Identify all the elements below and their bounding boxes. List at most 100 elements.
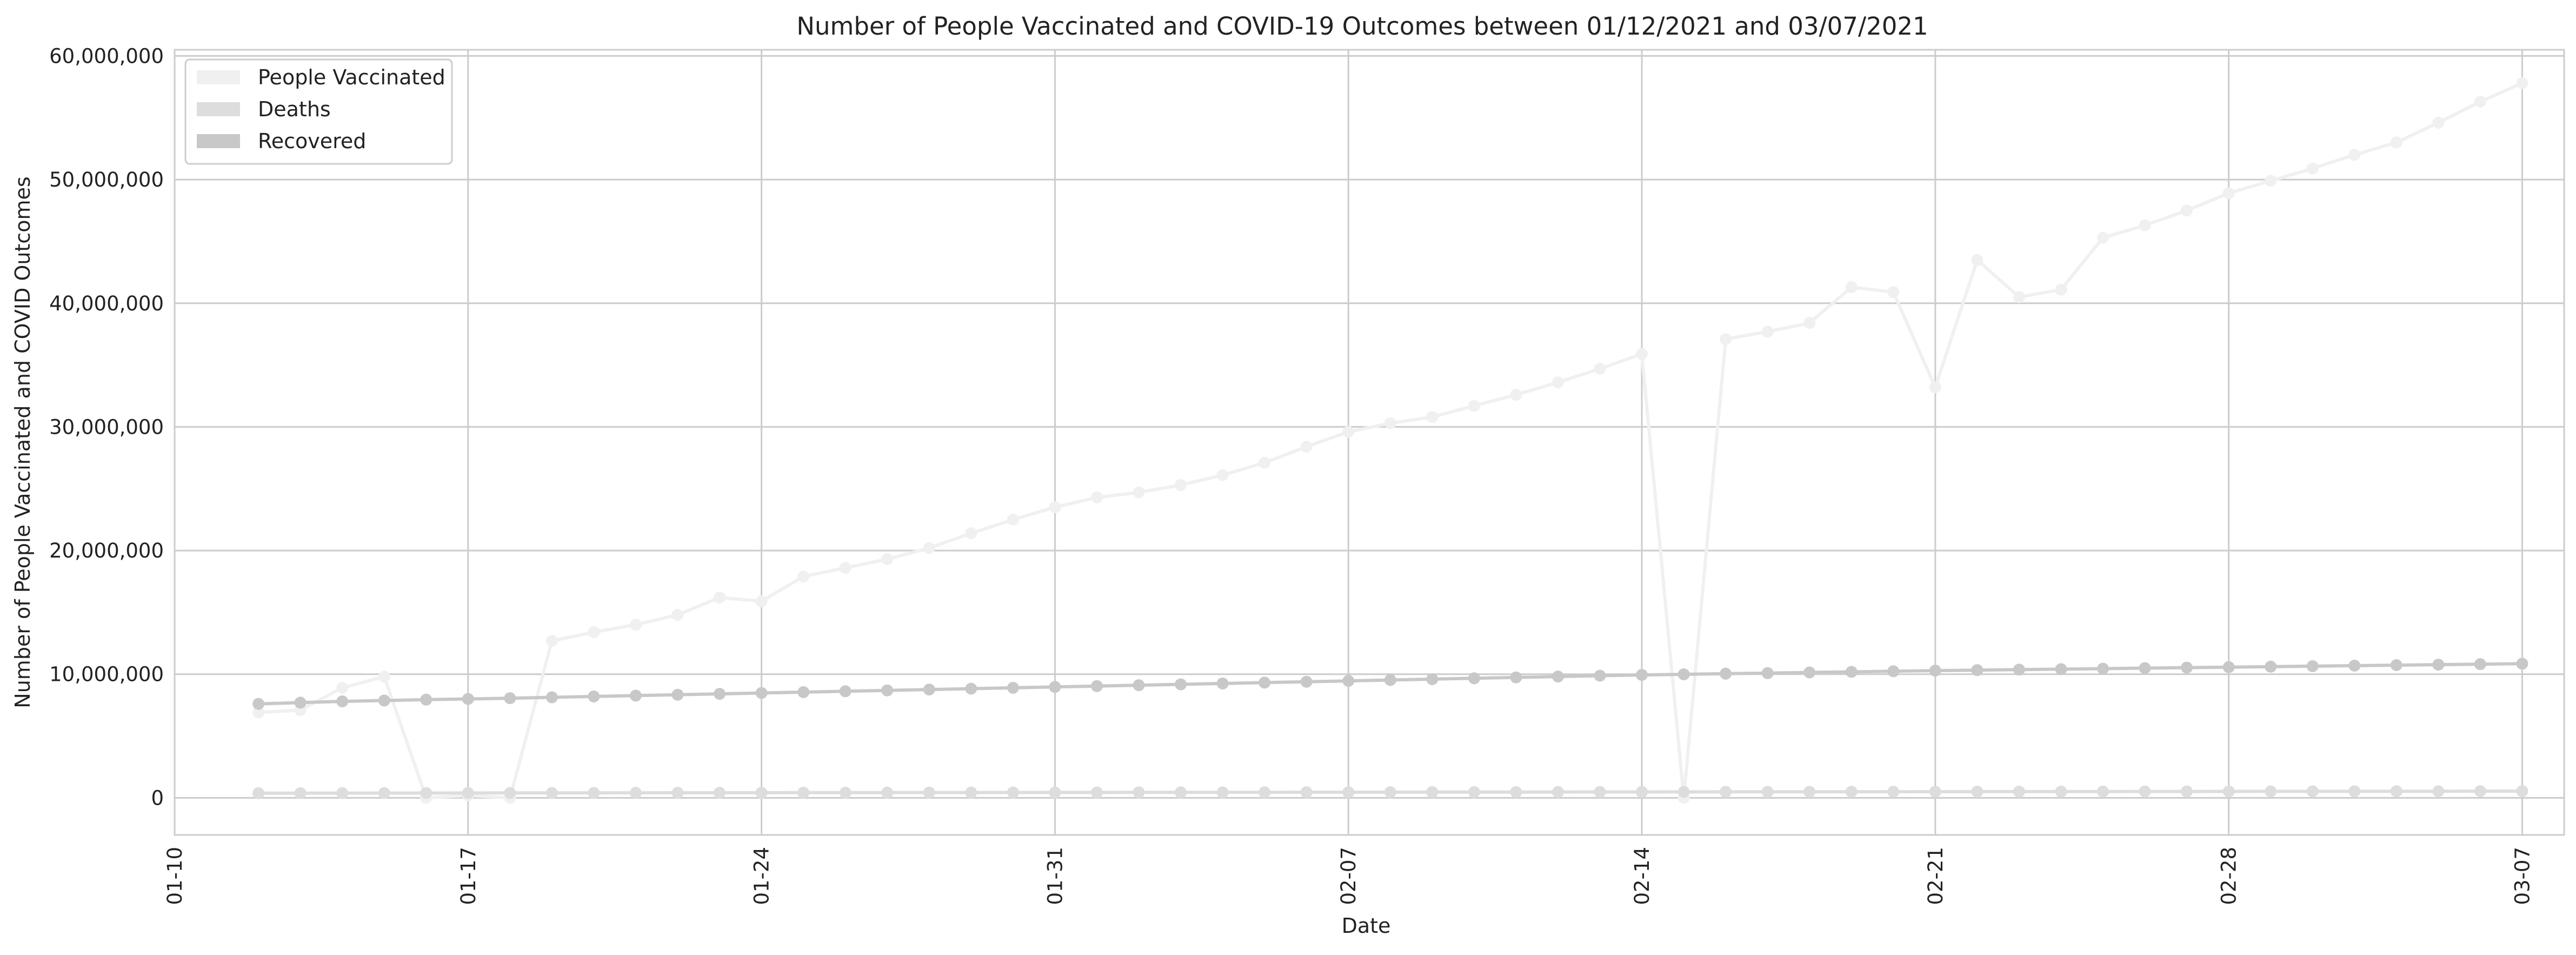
data-point-people-vaccinated [1929, 381, 1941, 394]
legend-label-people-vaccinated: People Vaccinated [258, 65, 445, 89]
data-point-people-vaccinated [1971, 254, 1983, 266]
y-tick-label: 60,000,000 [49, 44, 164, 68]
legend-swatch-recovered [197, 134, 240, 148]
data-point-recovered [1133, 679, 1145, 692]
data-point-deaths [336, 787, 349, 799]
data-point-recovered [1468, 672, 1480, 685]
data-point-people-vaccinated [1342, 426, 1355, 438]
data-point-people-vaccinated [2013, 291, 2025, 303]
data-point-deaths [252, 787, 265, 799]
data-point-people-vaccinated [1761, 326, 1774, 338]
legend-swatch-deaths [197, 102, 240, 116]
data-point-recovered [1510, 671, 1522, 684]
data-point-recovered [1552, 671, 1564, 683]
data-point-deaths [1175, 786, 1187, 799]
data-point-recovered [1259, 677, 1271, 689]
legend-label-deaths: Deaths [258, 97, 331, 121]
data-point-deaths [797, 786, 810, 799]
data-point-recovered [2306, 660, 2319, 672]
data-point-people-vaccinated [671, 609, 684, 621]
grid-lines [174, 50, 2564, 835]
x-tick-label: 02-21 [1924, 847, 1947, 905]
data-point-deaths [714, 787, 726, 799]
data-point-people-vaccinated [2348, 149, 2361, 161]
data-point-recovered [588, 690, 600, 702]
data-point-people-vaccinated [588, 626, 600, 638]
data-point-people-vaccinated [2474, 96, 2486, 108]
data-point-people-vaccinated [923, 542, 935, 554]
data-point-deaths [1929, 786, 1941, 798]
data-point-deaths [2516, 785, 2528, 797]
data-point-people-vaccinated [1552, 376, 1564, 389]
data-point-recovered [252, 698, 265, 710]
data-point-people-vaccinated [1720, 333, 1732, 346]
data-point-recovered [1678, 668, 1690, 680]
legend-swatch-people-vaccinated [197, 70, 240, 84]
data-point-people-vaccinated [1259, 456, 1271, 469]
data-point-people-vaccinated [1133, 486, 1145, 499]
data-point-deaths [2474, 785, 2486, 798]
data-point-deaths [378, 787, 390, 799]
data-point-deaths [1468, 786, 1480, 798]
data-point-deaths [1259, 786, 1271, 799]
data-point-deaths [2013, 785, 2025, 798]
data-point-recovered [1971, 664, 1983, 677]
data-point-deaths [1216, 786, 1229, 799]
data-point-people-vaccinated [2516, 77, 2528, 89]
data-point-deaths [1636, 786, 1648, 798]
data-point-people-vaccinated [2306, 162, 2319, 175]
data-point-recovered [2139, 662, 2151, 674]
data-point-people-vaccinated [881, 553, 894, 566]
data-point-deaths [2181, 785, 2193, 798]
data-point-recovered [1091, 680, 1103, 692]
data-point-people-vaccinated [1007, 513, 1019, 526]
data-point-recovered [462, 693, 474, 705]
data-point-people-vaccinated [1636, 348, 1648, 360]
data-point-people-vaccinated [1049, 501, 1061, 513]
data-point-recovered [1803, 666, 1816, 679]
data-point-deaths [1761, 786, 1774, 798]
data-point-deaths [2139, 785, 2151, 798]
data-point-recovered [1049, 681, 1061, 693]
x-tick-label: 02-28 [2218, 847, 2241, 905]
data-point-recovered [1720, 667, 1732, 680]
data-point-deaths [1342, 786, 1355, 798]
data-point-recovered [2222, 661, 2235, 673]
legend: People Vaccinated Deaths Recovered [184, 58, 453, 165]
data-point-deaths [1887, 786, 1900, 798]
data-point-deaths [1091, 786, 1103, 799]
plot-area [174, 49, 2565, 836]
data-point-deaths [1971, 785, 1983, 798]
data-point-recovered [755, 687, 768, 699]
data-point-recovered [630, 689, 642, 702]
data-point-people-vaccinated [839, 562, 851, 574]
data-point-recovered [1845, 666, 1858, 678]
y-tick-label: 0 [151, 786, 164, 810]
chart-title: Number of People Vaccinated and COVID-19… [796, 12, 1928, 41]
data-point-people-vaccinated [2390, 136, 2402, 149]
data-point-deaths [1300, 786, 1313, 798]
legend-label-recovered: Recovered [258, 129, 366, 153]
data-point-deaths [2306, 785, 2319, 798]
data-point-recovered [839, 685, 851, 698]
y-tick-label: 40,000,000 [49, 292, 164, 315]
data-point-deaths [630, 787, 642, 799]
data-point-deaths [2055, 785, 2067, 798]
data-point-recovered [1887, 665, 1900, 678]
data-point-recovered [2097, 662, 2109, 675]
data-point-people-vaccinated [1468, 400, 1480, 412]
data-point-deaths [1426, 786, 1439, 798]
series-layer [252, 77, 2528, 804]
data-point-people-vaccinated [1594, 362, 1606, 375]
data-point-recovered [2348, 660, 2361, 672]
data-point-deaths [294, 787, 307, 799]
data-point-recovered [1342, 675, 1355, 687]
data-point-deaths [504, 787, 516, 799]
data-point-recovered [881, 684, 894, 697]
data-point-recovered [965, 682, 977, 695]
x-tick-label: 02-07 [1337, 847, 1360, 905]
data-point-deaths [2222, 785, 2235, 798]
data-point-people-vaccinated [1845, 281, 1858, 293]
data-point-people-vaccinated [2265, 175, 2277, 187]
data-point-people-vaccinated [2055, 283, 2067, 296]
